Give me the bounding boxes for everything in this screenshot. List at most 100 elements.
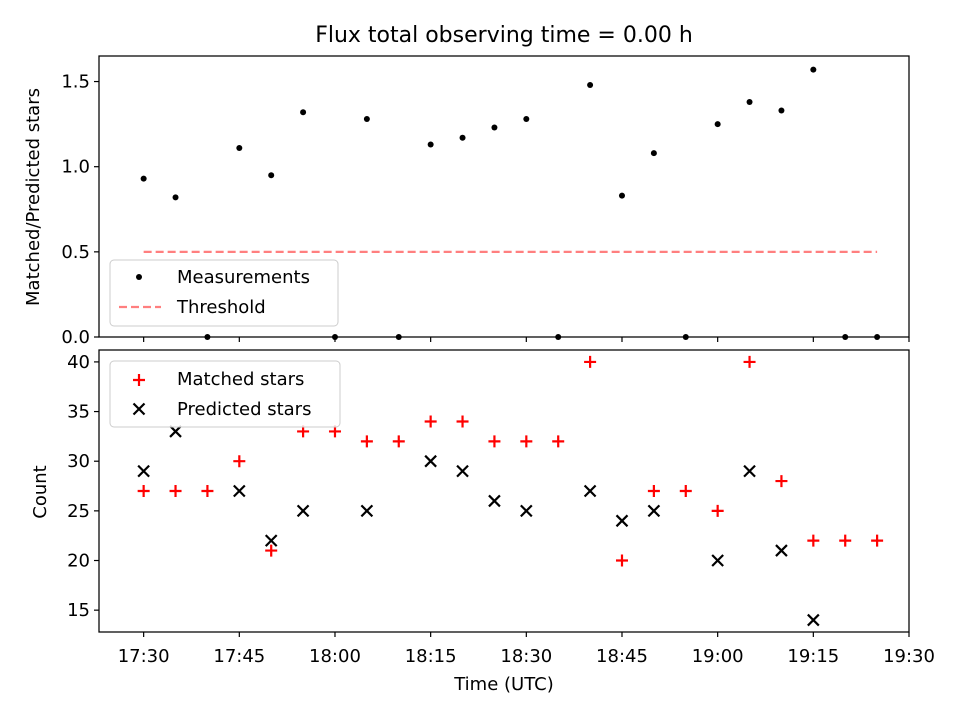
matched-stars-point: [807, 534, 820, 547]
legend-matched-stars-label: Matched stars: [177, 369, 304, 390]
x-tick-label: 18:30: [500, 646, 552, 667]
measurement-point: [268, 172, 275, 179]
y-tick-label: 40: [67, 352, 90, 373]
chart-title: Flux total observing time = 0.00 h: [315, 23, 693, 48]
predicted-stars-point: [360, 504, 374, 518]
legend-measurements-label: Measurements: [177, 267, 310, 288]
x-tick-label: 19:15: [787, 646, 839, 667]
predicted-stars-point: [137, 464, 150, 478]
measurement-point: [491, 124, 498, 131]
matched-stars-point: [743, 355, 756, 368]
matched-stars-point: [679, 485, 692, 497]
legend-predicted-stars-marker: [132, 402, 146, 416]
predicted-stars-point: [775, 544, 788, 557]
x-tick-label: 18:45: [596, 646, 648, 667]
legend-matched-stars-marker: [133, 374, 145, 386]
matched-stars-point: [615, 554, 628, 567]
x-tick-label: 18:15: [405, 646, 457, 667]
matched-stars-point: [711, 504, 724, 517]
measurement-point: [714, 121, 721, 128]
bottom-panel-frame: [98, 349, 910, 633]
measurement-point: [778, 107, 785, 114]
bottom-panel-y-ticks: 15 20 25 30 35 40: [67, 352, 99, 621]
matched-stars-point: [647, 485, 660, 497]
measurement-point: [746, 98, 753, 105]
matched-stars-point: [871, 534, 884, 547]
predicted-stars-point: [583, 484, 597, 498]
top-legend: Measurements Threshold: [109, 259, 339, 327]
y-tick-label: 0.0: [61, 327, 90, 348]
matched-stars-point: [520, 435, 533, 448]
predicted-stars-point: [807, 613, 820, 627]
measurement-point: [363, 116, 370, 123]
predicted-stars-point: [233, 484, 246, 498]
predicted-stars-point: [743, 464, 756, 478]
predicted-stars-point: [488, 494, 501, 508]
bottom-legend: Matched stars Predicted stars: [109, 360, 341, 428]
top-panel-y-ticks: 0.0 0.5 1.0 1.5: [61, 72, 99, 348]
top-panel-x-ticks: [143, 337, 910, 342]
y-tick-label: 15: [67, 600, 90, 621]
legend-threshold-label: Threshold: [176, 297, 266, 318]
matched-stars-point: [584, 355, 597, 368]
legend-predicted-stars-label: Predicted stars: [177, 399, 311, 420]
predicted-stars-point: [615, 514, 629, 528]
x-tick-label: 19:00: [692, 646, 744, 667]
matched-stars-point: [169, 485, 182, 497]
bottom-legend-box: [109, 360, 341, 428]
y-tick-label: 1.0: [61, 157, 90, 178]
measurement-point: [810, 66, 817, 73]
matched-stars-point: [233, 455, 246, 468]
bottom-panel-marks: [137, 355, 884, 627]
predicted-stars-point: [520, 504, 533, 518]
predicted-stars-point: [296, 504, 310, 518]
top-panel-y-axis-label: Matched/Predicted stars: [23, 88, 44, 306]
matched-stars-point: [360, 435, 373, 448]
predicted-stars-point: [264, 534, 278, 547]
matched-stars-point: [392, 435, 405, 448]
measurement-point: [300, 109, 307, 116]
x-tick-label: 18:00: [309, 646, 361, 667]
measurement-point: [523, 116, 530, 123]
x-tick-label: 19:30: [883, 646, 935, 667]
y-tick-label: 20: [67, 551, 90, 572]
matched-stars-point: [488, 435, 501, 448]
measurement-point: [427, 141, 434, 148]
matched-stars-point: [775, 475, 788, 488]
x-tick-label: 17:45: [213, 646, 265, 667]
y-tick-label: 25: [67, 501, 90, 522]
matched-stars-point: [552, 435, 565, 448]
predicted-stars-point: [424, 454, 437, 468]
predicted-stars-point: [647, 504, 661, 518]
x-tick-label: 17:30: [118, 646, 170, 667]
top-legend-box: [109, 259, 339, 327]
measurement-point: [587, 81, 594, 88]
matched-stars-point: [456, 415, 469, 428]
bottom-panel: 15 20 25 30 35 40 17:30 17:45 18:00 18:15 18:30 18…: [30, 349, 935, 695]
top-panel-marks: [140, 66, 881, 340]
measurement-point: [650, 150, 657, 157]
y-tick-label: 1.5: [61, 72, 90, 93]
measurement-point: [172, 194, 179, 201]
predicted-stars-point: [456, 464, 469, 478]
predicted-stars-point: [711, 554, 724, 567]
matched-stars-point: [424, 415, 437, 428]
measurement-point: [140, 175, 147, 182]
legend-measurements-marker: [136, 274, 142, 280]
y-tick-label: 0.5: [61, 242, 90, 263]
matched-stars-point: [265, 544, 278, 557]
y-tick-label: 35: [67, 402, 90, 423]
matched-stars-point: [839, 534, 852, 547]
top-panel: 0.0 0.5 1.0 1.5 Matched/Predicted stars Mea…: [23, 55, 910, 348]
x-axis-label: Time (UTC): [453, 674, 554, 695]
top-panel-frame: [98, 55, 910, 338]
measurement-point: [236, 144, 243, 151]
matched-stars-point: [201, 485, 214, 497]
measurement-point: [459, 134, 466, 141]
measurement-point: [618, 192, 625, 199]
y-tick-label: 30: [67, 451, 90, 472]
bottom-panel-y-axis-label: Count: [30, 465, 51, 518]
bottom-panel-x-ticks: 17:30 17:45 18:00 18:15 18:30 18:45 19:00 19:15…: [118, 632, 935, 667]
predicted-stars-point: [169, 425, 182, 438]
